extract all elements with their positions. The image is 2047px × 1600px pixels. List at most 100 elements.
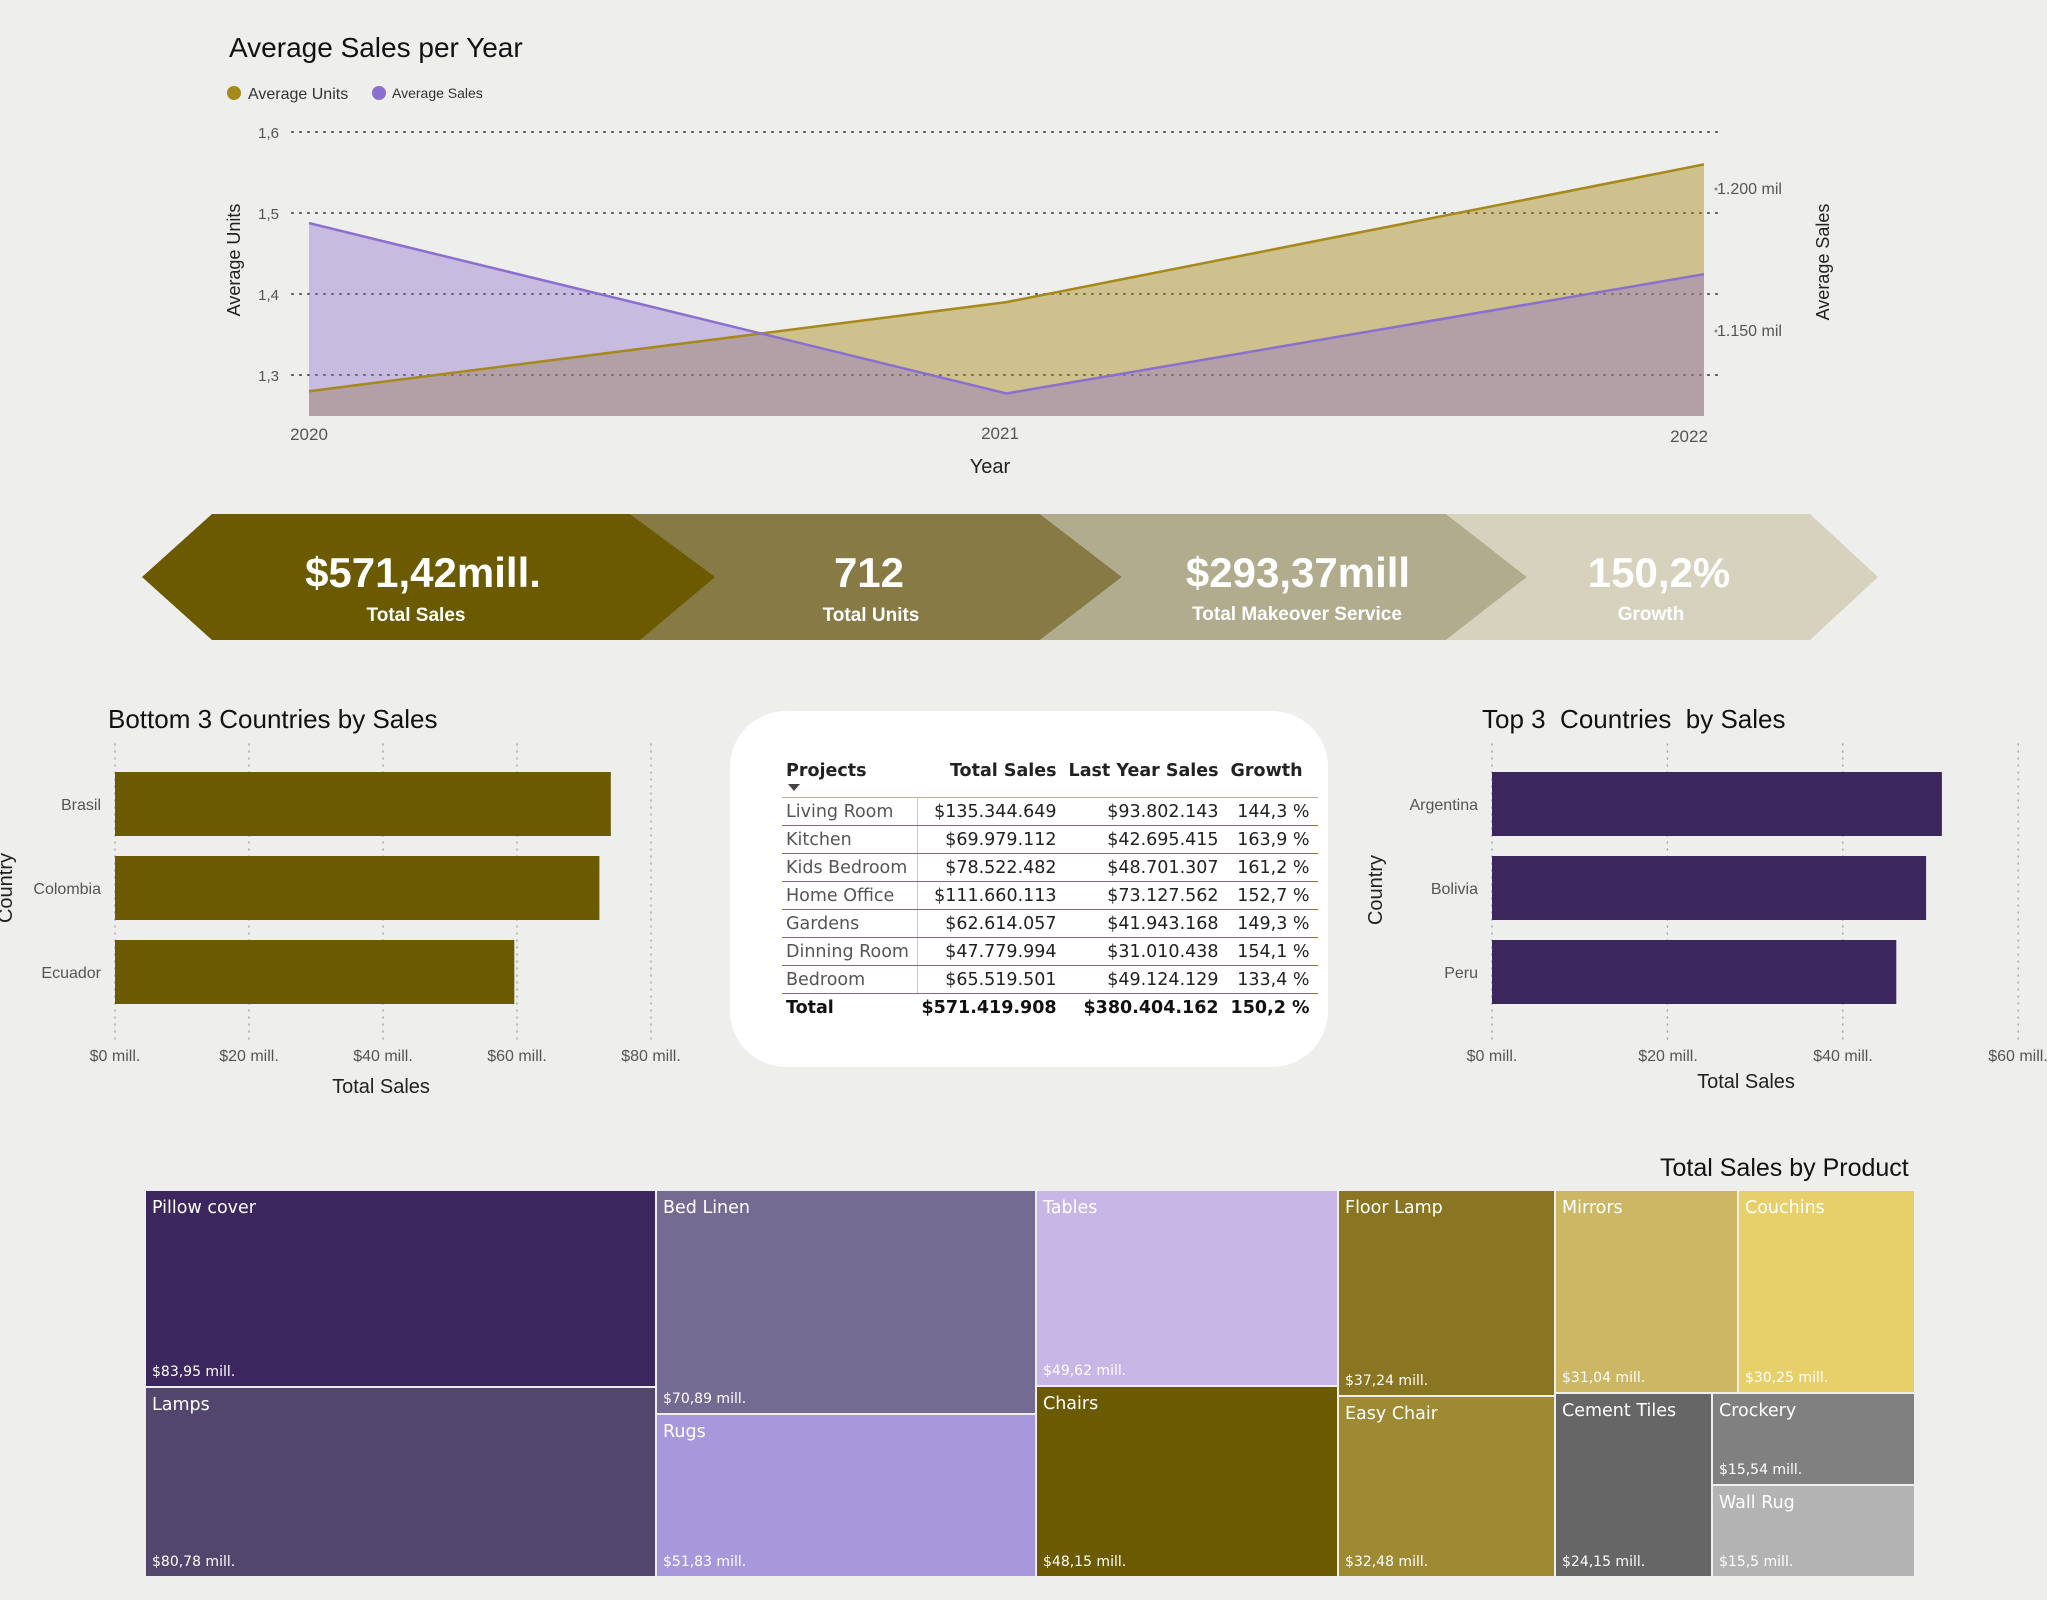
treemap-cell-pillow-cover[interactable]: Pillow cover $83,95 mill. (145, 1190, 656, 1387)
kpi-value: 712 (834, 549, 904, 596)
left-tick-label: 1,3 (258, 368, 279, 385)
cell-last-year-sales: $73.127.562 (1064, 881, 1227, 910)
column-header-projects[interactable]: Projects (782, 759, 918, 798)
table-row[interactable]: Home Office $111.660.113 $73.127.562 152… (782, 881, 1318, 910)
x-tick-label: $60 mill. (487, 1048, 547, 1065)
x-tick-label: $20 mill. (1638, 1048, 1698, 1065)
treemap-cell-value: $15,5 mill. (1719, 1554, 1794, 1570)
bar-ecuador[interactable] (115, 940, 515, 1004)
line-chart-gridlines (291, 131, 1721, 376)
table-row[interactable]: Gardens $62.614.057 $41.943.168 149,3 % (782, 909, 1318, 938)
treemap-cell-easy-chair[interactable]: Easy Chair $32,48 mill. (1338, 1396, 1555, 1577)
projects-table-card: Projects Total Sales Last Year Sales Gro… (730, 711, 1328, 1067)
treemap-cell-value: $83,95 mill. (152, 1364, 236, 1380)
x-axis-title: Year (970, 456, 1011, 478)
treemap-cell-rugs[interactable]: Rugs $51,83 mill. (656, 1414, 1036, 1577)
treemap-cell-label: Couchins (1745, 1198, 1825, 1218)
treemap-cell-mirrors[interactable]: Mirrors $31,04 mill. (1555, 1190, 1738, 1393)
sort-descending-icon[interactable] (788, 784, 800, 791)
line-chart: Average Units Average Sales 1,6 1,5 1,4 … (224, 85, 1833, 478)
top-chart-x-title: Total Sales (1697, 1071, 1795, 1093)
cell-growth: 163,9 % (1226, 825, 1318, 854)
treemap-cell-floor-lamp[interactable]: Floor Lamp $37,24 mill. (1338, 1190, 1555, 1396)
cell-project: Kitchen (782, 825, 918, 854)
treemap-cell-value: $24,15 mill. (1562, 1554, 1646, 1570)
left-tick-label: 1,4 (258, 287, 279, 304)
cell-last-year-sales: $49.124.129 (1064, 965, 1227, 994)
line-chart-legend: Average Units Average Sales (227, 85, 483, 103)
treemap-cell-crockery[interactable]: Crockery $15,54 mill. (1712, 1393, 1915, 1485)
treemap-cell-value: $49,62 mill. (1043, 1363, 1127, 1379)
top-chart-x-ticks: $0 mill. $20 mill. $40 mill. $60 mill. (1467, 1048, 2047, 1065)
treemap-cell-bed-linen[interactable]: Bed Linen $70,89 mill. (656, 1190, 1036, 1414)
cell-project: Kids Bedroom (782, 853, 918, 882)
table-row[interactable]: Kitchen $69.979.112 $42.695.415 163,9 % (782, 825, 1318, 854)
cell-growth: 150,2 % (1226, 993, 1318, 1021)
cell-last-year-sales: $48.701.307 (1064, 853, 1227, 882)
area-average-sales (309, 223, 1704, 416)
x-tick-label: $20 mill. (219, 1048, 279, 1065)
cell-project: Gardens (782, 909, 918, 938)
treemap-cell-label: Cement Tiles (1562, 1401, 1677, 1421)
treemap-cell-label: Easy Chair (1345, 1404, 1438, 1424)
right-tick-label: 1.200 mil (1717, 181, 1782, 198)
projects-table: Projects Total Sales Last Year Sales Gro… (782, 759, 1318, 1021)
cell-project: Bedroom (782, 965, 918, 994)
kpi-banner: 712 Total Units $293,37mill Total Makeov… (142, 514, 1878, 640)
table-row[interactable]: Dinning Room $47.779.994 $31.010.438 154… (782, 937, 1318, 966)
treemap-cell-label: Crockery (1719, 1401, 1797, 1421)
bar-colombia[interactable] (115, 856, 600, 920)
top-chart-bars: Argentina Bolivia Peru (1410, 772, 1942, 1004)
area-average-units (309, 164, 1704, 416)
treemap-cell-couchins[interactable]: Couchins $30,25 mill. (1738, 1190, 1915, 1393)
table-header-row: Projects Total Sales Last Year Sales Gro… (782, 759, 1318, 798)
bar-bolivia[interactable] (1492, 856, 1927, 920)
x-tick-label: $60 mill. (1988, 1048, 2047, 1065)
cell-total-sales: $111.660.113 (917, 881, 1065, 910)
x-tick-label: 2020 (290, 425, 328, 444)
cell-growth: 161,2 % (1226, 853, 1318, 882)
treemap-cell-tables[interactable]: Tables $49,62 mill. (1036, 1190, 1338, 1386)
legend-marker-units (227, 86, 241, 100)
bar-brasil[interactable] (115, 772, 611, 836)
column-header-growth[interactable]: Growth (1226, 759, 1318, 798)
kpi-total-makeover-service: $293,37mill Total Makeover Service (1040, 514, 1527, 640)
line-chart-series (308, 163, 1705, 416)
column-header-total-sales[interactable]: Total Sales (917, 759, 1065, 798)
cell-growth: 154,1 % (1226, 937, 1318, 966)
right-tick-label: 1.150 mil (1717, 323, 1782, 340)
bar-argentina[interactable] (1492, 772, 1942, 836)
table-row[interactable]: Living Room $135.344.649 $93.802.143 144… (782, 797, 1318, 826)
bottom-chart-x-ticks: $0 mill. $20 mill. $40 mill. $60 mill. $… (90, 1048, 681, 1065)
treemap-cell-wall-rug[interactable]: Wall Rug $15,5 mill. (1712, 1485, 1915, 1577)
column-header-last-year-sales[interactable]: Last Year Sales (1064, 759, 1227, 798)
legend-label-sales: Average Sales (392, 85, 483, 101)
table-row[interactable]: Bedroom $65.519.501 $49.124.129 133,4 % (782, 965, 1318, 994)
x-tick-label: 2021 (981, 424, 1019, 443)
category-label-colombia: Colombia (33, 881, 101, 898)
treemap-cell-value: $80,78 mill. (152, 1554, 236, 1570)
cell-total-sales: $65.519.501 (917, 965, 1065, 994)
category-label-peru: Peru (1444, 965, 1478, 982)
bottom-chart-x-title: Total Sales (332, 1076, 430, 1098)
top-countries-chart: Argentina Bolivia Peru $0 mill. $20 mill. … (1365, 743, 2047, 1093)
cell-growth: 144,3 % (1226, 797, 1318, 826)
category-label-brasil: Brasil (61, 797, 101, 814)
cell-growth: 152,7 % (1226, 881, 1318, 910)
line-chart-title: Average Sales per Year (229, 32, 523, 63)
treemap-cell-chairs[interactable]: Chairs $48,15 mill. (1036, 1386, 1338, 1577)
treemap-cell-lamps[interactable]: Lamps $80,78 mill. (145, 1387, 656, 1577)
cell-project: Home Office (782, 881, 918, 910)
treemap-cell-value: $30,25 mill. (1745, 1370, 1829, 1386)
cell-total-sales: $62.614.057 (917, 909, 1065, 938)
kpi-growth: 150,2% Growth (1446, 514, 1878, 640)
treemap-cell-label: Pillow cover (152, 1198, 256, 1218)
treemap-cell-cement-tiles[interactable]: Cement Tiles $24,15 mill. (1555, 1393, 1712, 1577)
treemap-cell-label: Chairs (1043, 1394, 1099, 1414)
cell-total-label: Total (782, 993, 918, 1021)
cell-growth: 149,3 % (1226, 909, 1318, 938)
bar-peru[interactable] (1492, 940, 1897, 1004)
cell-total-sales: $47.779.994 (917, 937, 1065, 966)
table-row[interactable]: Kids Bedroom $78.522.482 $48.701.307 161… (782, 853, 1318, 882)
kpi-value: 150,2% (1588, 549, 1730, 596)
